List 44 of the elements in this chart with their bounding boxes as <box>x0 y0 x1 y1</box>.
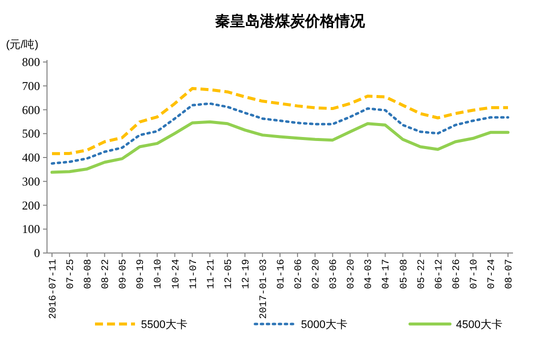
x-tick-label: 11-07 <box>188 259 200 290</box>
x-tick-label: 06-26 <box>452 259 463 290</box>
y-tick-label: 800 <box>22 55 40 69</box>
x-tick-label: 2016-07-11 <box>48 259 60 320</box>
x-tick-label: 12-19 <box>241 259 252 290</box>
x-tick-label: 11-21 <box>206 259 218 290</box>
legend-label: 4500大卡 <box>456 318 502 331</box>
x-tick-label: 04-03 <box>364 259 376 290</box>
y-tick-label: 400 <box>22 150 40 164</box>
legend-label: 5000大卡 <box>301 318 348 331</box>
y-tick-label: 700 <box>22 78 40 93</box>
chart-title: 秦皇岛港煤炭价格情况 <box>215 13 366 30</box>
x-tick-label: 12-05 <box>224 259 235 290</box>
y-tick-label: 100 <box>22 222 40 236</box>
x-tick-label: 08-08 <box>84 259 95 290</box>
x-tick-label: 07-24 <box>486 259 498 290</box>
x-tick-label: 03-06 <box>329 259 340 290</box>
x-tick-label: 03-20 <box>346 259 358 290</box>
x-tick-label: 10-24 <box>171 259 182 290</box>
x-tick-label: 05-08 <box>399 259 410 290</box>
y-tick-label: 200 <box>22 198 40 212</box>
x-tick-label: 10-10 <box>154 259 165 290</box>
x-tick-label: 07-25 <box>66 259 78 290</box>
y-tick-label: 300 <box>22 174 40 188</box>
y-tick-label: 600 <box>22 102 40 117</box>
line-series <box>50 120 510 174</box>
y-tick-label: 500 <box>22 126 40 141</box>
y-tick-label: 0 <box>34 246 40 260</box>
x-tick-label: 07-10 <box>469 259 480 290</box>
legend-label: 5500大卡 <box>141 318 188 331</box>
x-tick-label: 02-06 <box>294 259 306 290</box>
x-tick-label: 09-05 <box>118 259 130 290</box>
x-tick-label: 04-17 <box>382 259 393 290</box>
x-tick-label: 05-22 <box>416 259 428 290</box>
x-tick-label: 08-22 <box>101 259 112 290</box>
x-tick-label: 2017-01-03 <box>258 259 270 320</box>
x-tick-label: 09-19 <box>136 259 148 290</box>
x-tick-label: 08-07 <box>504 259 516 290</box>
x-tick-label: 06-12 <box>434 259 446 290</box>
y-axis-title: (元/吨) <box>6 38 38 51</box>
x-tick-label: 02-20 <box>312 259 323 290</box>
line-series <box>50 87 510 156</box>
line-series <box>50 102 510 165</box>
x-tick-label: 01-16 <box>276 259 288 290</box>
